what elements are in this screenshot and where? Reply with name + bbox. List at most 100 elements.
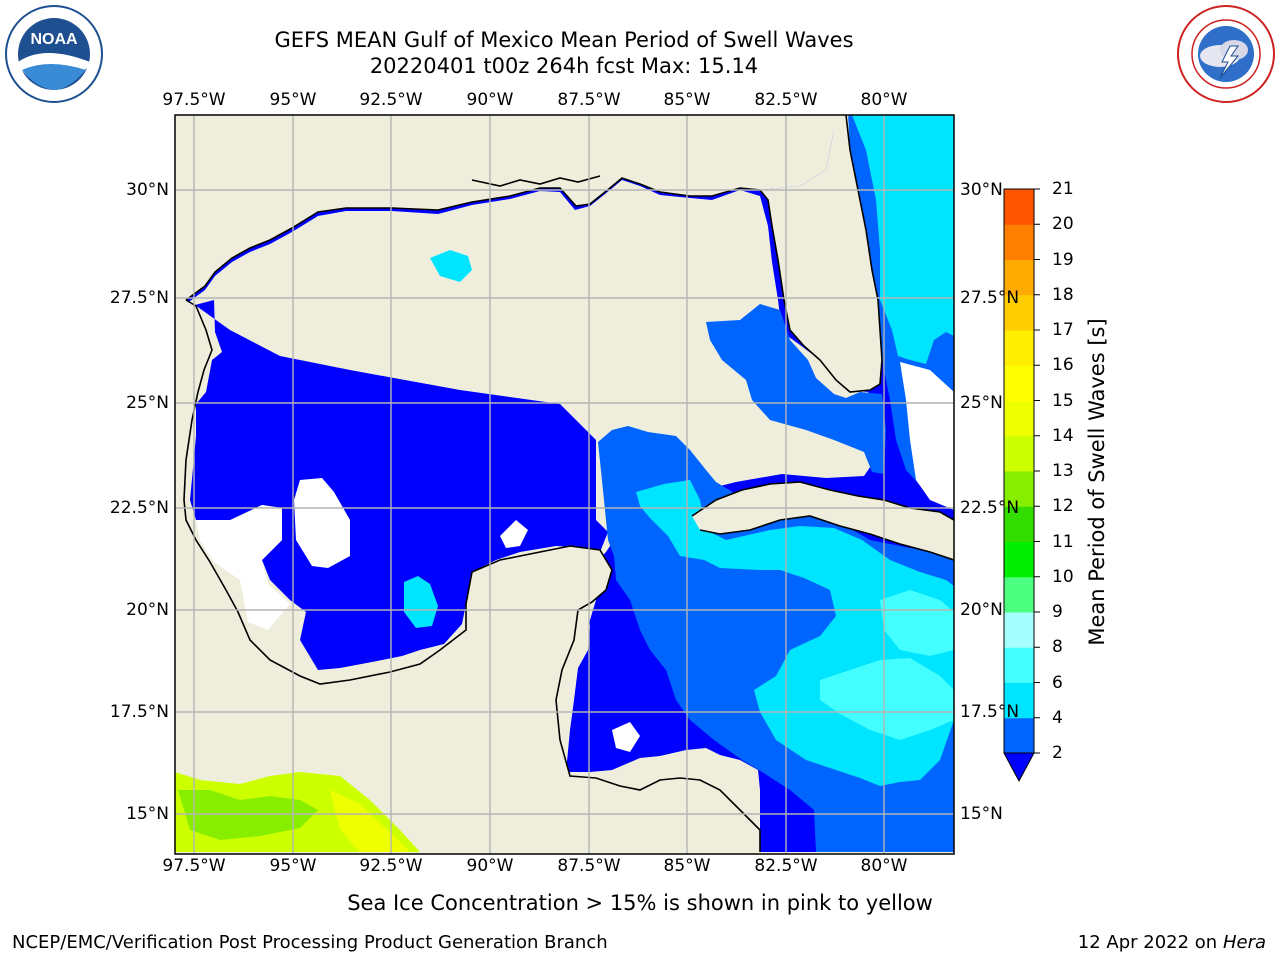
colorbar-segment [1004, 400, 1034, 437]
lat-label-left: 30°N [126, 180, 169, 200]
colorbar-segment [1004, 612, 1034, 648]
ice-region-pacific-inner [178, 790, 318, 840]
cuba-land [692, 482, 954, 560]
footer-branch: NCEP/EMC/Verification Post Processing Pr… [12, 932, 608, 953]
colorbar-frame [1003, 188, 1035, 754]
lat-label-right: 30°N [960, 180, 1003, 200]
colorbar-tick-label: 4 [1052, 707, 1063, 728]
mexico-east-coast-land [175, 520, 320, 690]
chart-title: GEFS MEAN Gulf of Mexico Mean Period of … [274, 28, 854, 52]
mexico-west-coast-land [175, 300, 212, 520]
chart-subtitle: 20220401 t00z 264h fcst Max: 15.14 [369, 54, 759, 78]
lon-label-top: 92.5°W [359, 90, 423, 110]
lon-label-bottom: 97.5°W [162, 856, 226, 876]
colorbar-tick-label: 9 [1052, 602, 1063, 622]
colorbar-segment [1004, 435, 1034, 472]
ice-region-pacific-outer [330, 790, 410, 852]
lat-label-right: 22.5°N [960, 498, 1020, 518]
colorbar-segment [1004, 576, 1034, 613]
coastlines [183, 115, 954, 852]
map-frame [174, 114, 955, 855]
colorbar-tick-label: 15 [1052, 390, 1074, 411]
yucatan-land [466, 546, 612, 636]
period-4-6-region-bay [404, 576, 438, 628]
no-data-mexico-shelf [196, 505, 290, 630]
lat-label-left: 17.5°N [109, 702, 169, 722]
lon-label-top: 80°W [860, 90, 908, 110]
colorbar-tick-label: 16 [1052, 355, 1074, 376]
noaa-logo: NOAA [5, 5, 103, 103]
colorbar-segment [1004, 647, 1034, 683]
period-2-4-region [598, 426, 954, 852]
lon-label-bottom: 85°W [663, 856, 711, 876]
colorbar-tick-label: 8 [1052, 637, 1063, 658]
colorbar-tick-label: 10 [1052, 566, 1074, 587]
colorbar-tick-label: 21 [1052, 179, 1074, 199]
colorbar-segment [1004, 189, 1034, 225]
period-6-8-region-north [880, 590, 954, 656]
colorbar-extend-arrow [1003, 752, 1035, 783]
colorbar-tick-label: 18 [1052, 284, 1074, 305]
lon-label-top: 90°W [466, 90, 514, 110]
colorbar-segment [1004, 330, 1034, 366]
period-4-6-region-small [430, 250, 472, 282]
lon-label-bottom: 80°W [860, 856, 908, 876]
lon-label-bottom: 82.5°W [754, 856, 818, 876]
central-america-land [175, 520, 760, 852]
no-data-yucatan-shelf [500, 520, 528, 548]
lon-label-top: 95°W [269, 90, 317, 110]
ice-region-pacific [175, 772, 420, 852]
west-basin-field [190, 300, 608, 670]
colorbar-tick-label: 6 [1052, 672, 1063, 693]
colorbar-segment [1004, 717, 1034, 754]
lat-label-right: 25°N [960, 393, 1003, 413]
lat-label-left: 15°N [126, 804, 169, 824]
lat-label-right: 15°N [960, 804, 1003, 824]
colorbar-tick-label: 19 [1052, 249, 1074, 270]
lon-label-bottom: 95°W [269, 856, 317, 876]
period-4-6-region-atlantic [852, 115, 954, 364]
colorbar-tick-label: 20 [1052, 214, 1074, 235]
period-6-8-region [820, 658, 954, 740]
lat-label-left: 25°N [126, 393, 169, 413]
florida-land [760, 115, 882, 392]
footer-host: Hera [1222, 932, 1266, 953]
lat-label-right: 27.5°N [960, 288, 1020, 308]
land-area [175, 115, 954, 854]
lon-label-top: 87.5°W [557, 90, 621, 110]
colorbar-tick-label: 2 [1052, 743, 1063, 763]
gulf-basin-field [175, 115, 954, 852]
noaa-logo-text: NOAA [30, 31, 78, 48]
sea-ice-note: Sea Ice Concentration > 15% is shown in … [347, 891, 933, 915]
period-2-4-region-atlantic [840, 115, 954, 500]
lon-label-bottom: 90°W [466, 856, 514, 876]
footer-date: 12 Apr 2022 on Hera [1078, 932, 1266, 953]
map-gridlines [175, 115, 954, 854]
period-4-6-region [636, 480, 954, 786]
colorbar-tick-label: 12 [1052, 496, 1074, 517]
no-data-campeche-bank [294, 478, 350, 568]
colorbar [1003, 188, 1040, 783]
no-data-bahamas [900, 362, 954, 510]
colorbar-segment [1004, 541, 1034, 578]
colorbar-segment [1004, 224, 1034, 260]
footer-date-text: 12 Apr 2022 on [1077, 932, 1223, 953]
colorbar-tick-label: 14 [1052, 425, 1074, 446]
colorbar-tick-label: 11 [1052, 531, 1074, 552]
lon-label-bottom: 87.5°W [557, 856, 621, 876]
lat-label-left: 27.5°N [109, 288, 169, 308]
lat-label-left: 20°N [126, 600, 169, 620]
colorbar-segment [1004, 365, 1034, 401]
no-data-honduras-shelf [612, 722, 640, 752]
lon-label-top: 82.5°W [754, 90, 818, 110]
us-coast-land [175, 115, 850, 300]
lon-label-bottom: 92.5°W [359, 856, 423, 876]
lat-label-right: 17.5°N [960, 702, 1020, 722]
lat-label-left: 22.5°N [109, 498, 169, 518]
lon-label-top: 97.5°W [162, 90, 226, 110]
colorbar-title: Mean Period of Swell Waves [s] [1085, 318, 1109, 646]
lon-label-top: 85°W [663, 90, 711, 110]
lat-label-right: 20°N [960, 600, 1003, 620]
nws-logo [1177, 5, 1275, 103]
colorbar-tick-label: 13 [1052, 461, 1074, 481]
